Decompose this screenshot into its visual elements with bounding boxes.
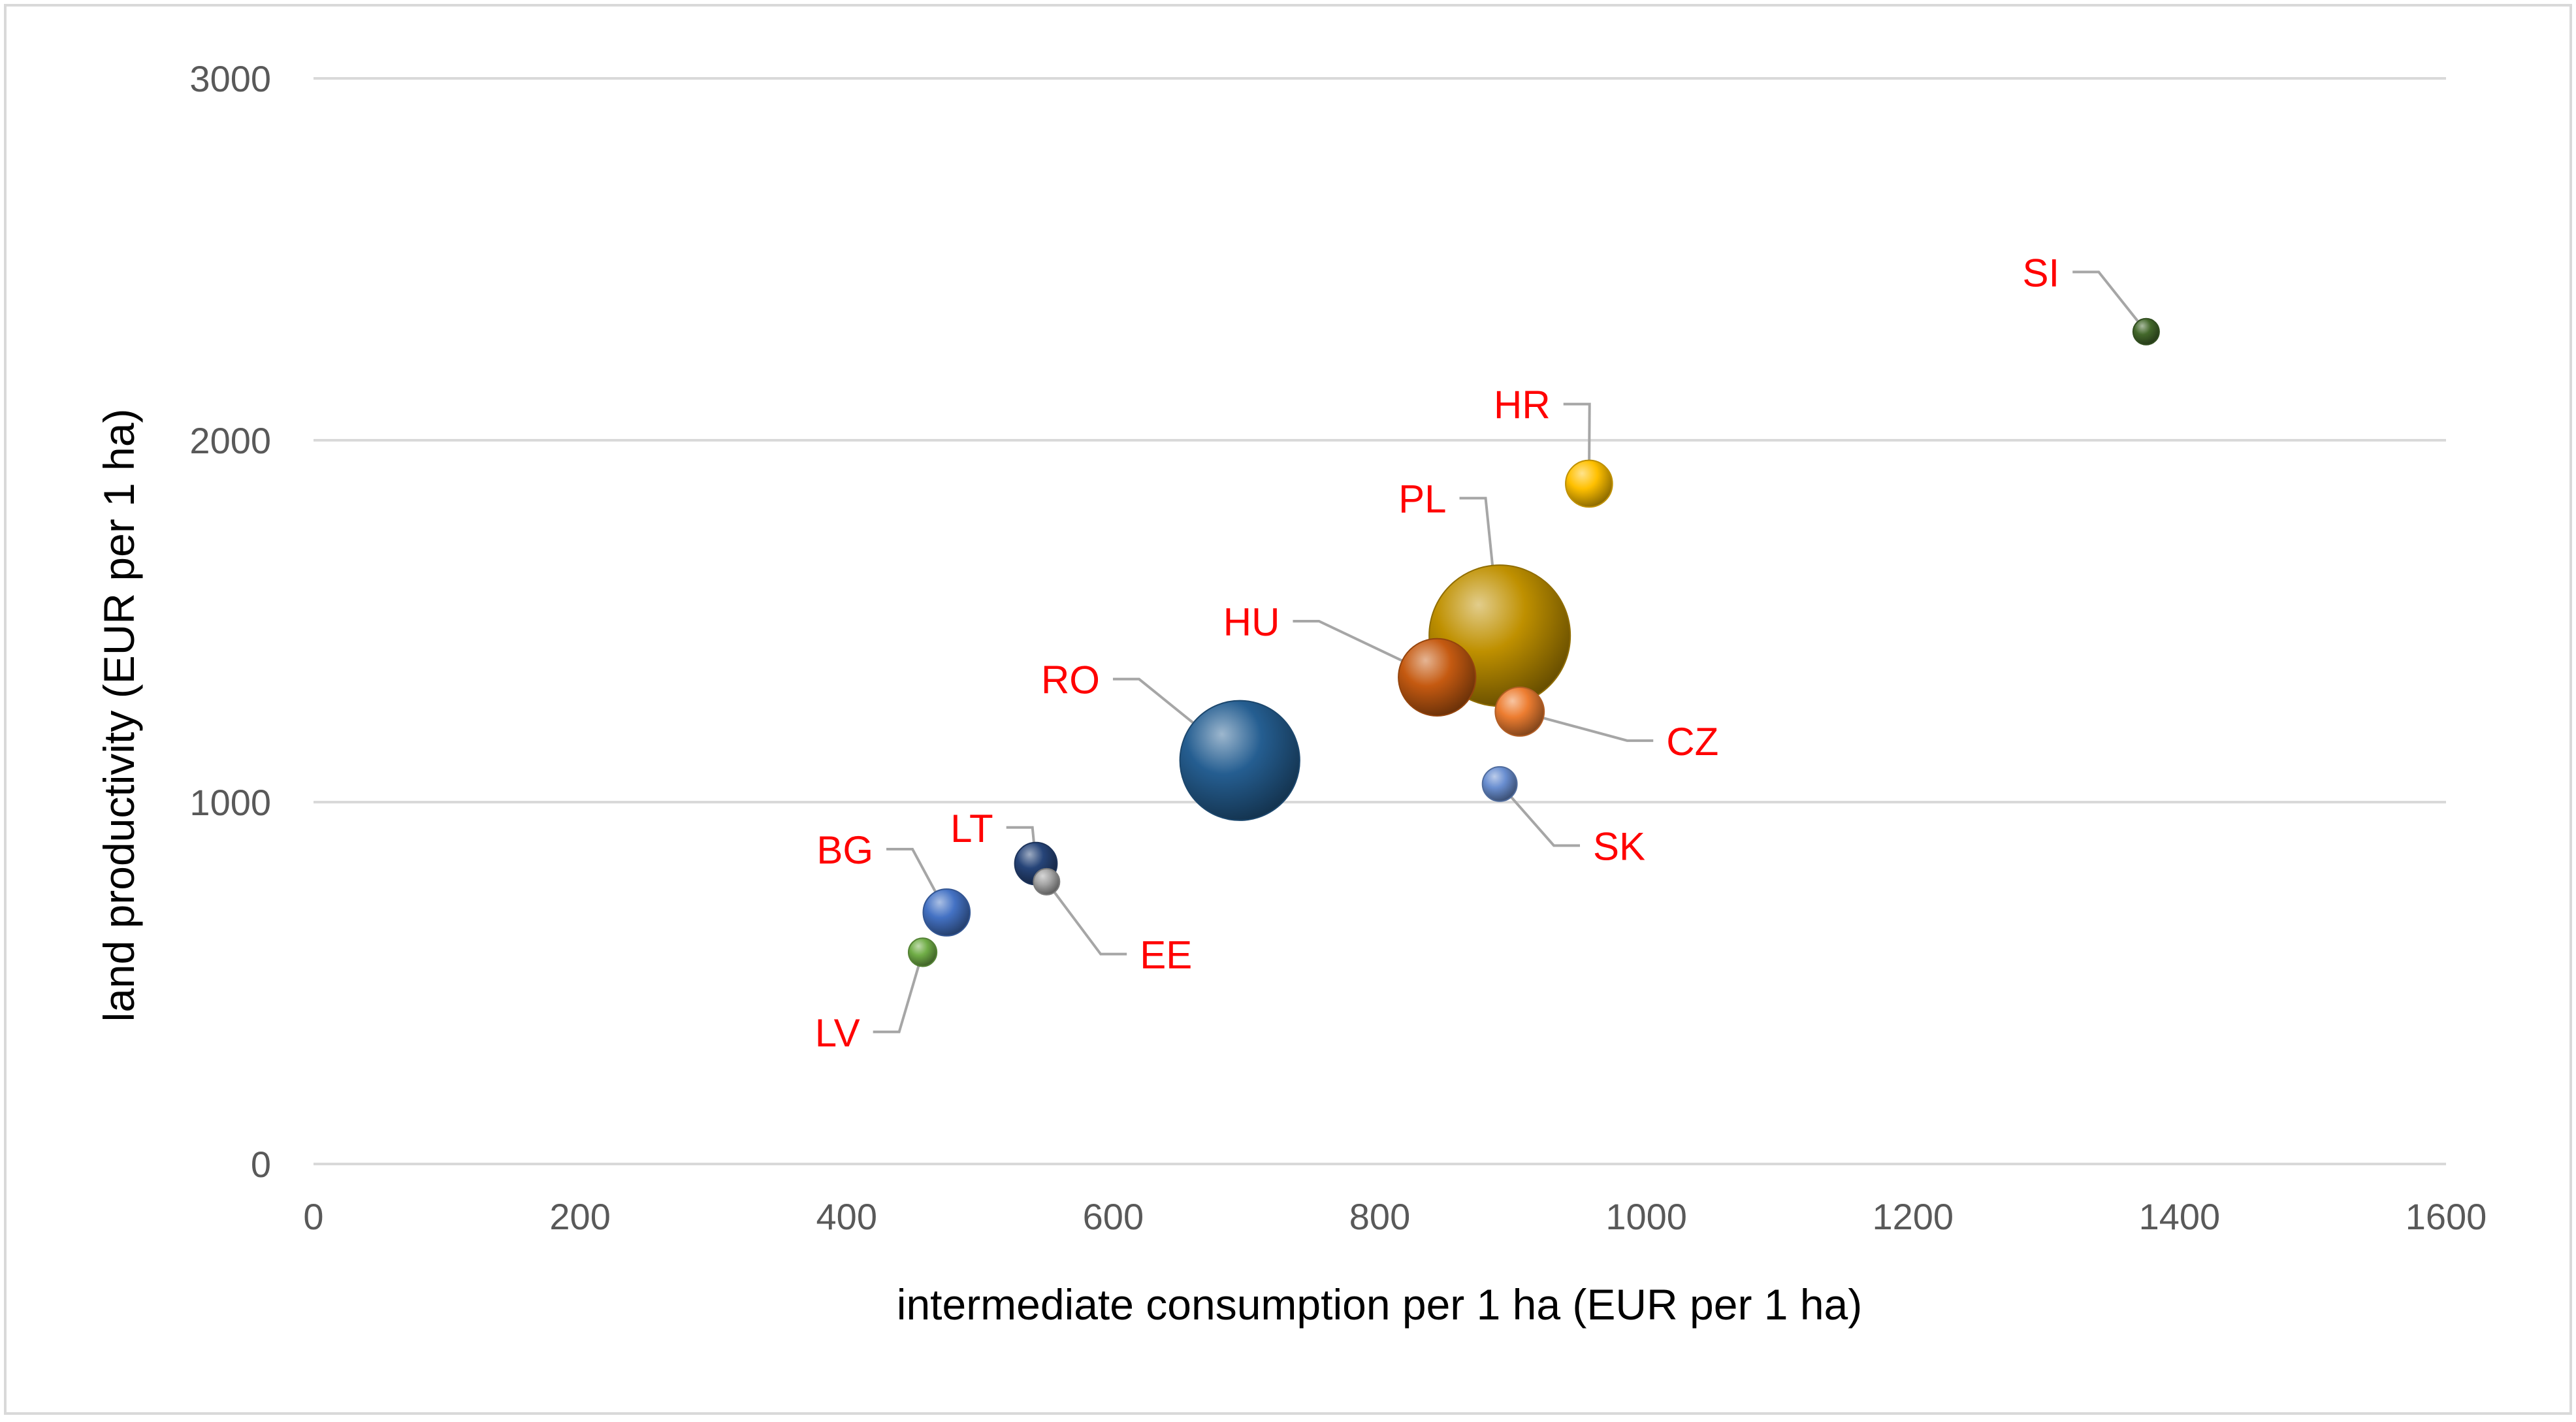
- x-tick-label: 400: [816, 1196, 877, 1237]
- y-tick-label: 2000: [189, 420, 271, 461]
- x-tick-label: 200: [549, 1196, 610, 1237]
- data-label-lv: LV: [815, 1011, 860, 1055]
- data-label-ro: RO: [1041, 658, 1100, 702]
- bubble-hr: [1565, 459, 1613, 508]
- data-label-cz: CZ: [1666, 720, 1718, 764]
- x-tick-label: 1600: [2406, 1196, 2487, 1237]
- bubble-lv: [907, 937, 938, 967]
- data-label-bg: BG: [816, 828, 873, 872]
- bubble-ro: [1179, 700, 1300, 821]
- x-tick-label: 1400: [2139, 1196, 2221, 1237]
- bubbles: [907, 317, 2160, 967]
- leader-line-sk: [1498, 783, 1580, 847]
- y-tick-label: 0: [251, 1144, 271, 1185]
- x-tick-label: 0: [303, 1196, 323, 1237]
- data-label-pl: PL: [1398, 477, 1446, 521]
- data-label-sk: SK: [1593, 824, 1645, 868]
- x-tick-label: 1000: [1605, 1196, 1687, 1237]
- data-label-hr: HR: [1494, 383, 1551, 427]
- leader-line-hu: [1293, 620, 1438, 679]
- data-label-lt: LT: [950, 807, 993, 850]
- y-tick-label: 1000: [189, 782, 271, 823]
- x-tick-label: 1200: [1872, 1196, 1954, 1237]
- bubble-bg: [922, 888, 971, 937]
- bubble-sk: [1481, 766, 1518, 802]
- leader-line-lv: [873, 952, 924, 1033]
- bubble-si: [2132, 317, 2160, 346]
- gridlines: [314, 77, 2446, 1165]
- y-tick-label: 3000: [189, 58, 271, 99]
- leader-line-hr: [1563, 402, 1591, 484]
- leader-line-ee: [1045, 881, 1127, 956]
- chart-border: [4, 4, 2572, 1415]
- bubble-ee: [1033, 867, 1061, 896]
- data-label-hu: HU: [1223, 600, 1280, 644]
- x-tick-label: 800: [1349, 1196, 1410, 1237]
- bubble-cz: [1494, 687, 1545, 737]
- bubble-hu: [1398, 638, 1477, 717]
- axes: 0 1000 2000 3000 0 200 400 600 800 1000 1200 1400 16…: [189, 58, 2487, 1237]
- x-axis-title: intermediate consumption per 1 ha (EUR p…: [897, 1280, 1862, 1329]
- leader-line-cz: [1519, 710, 1654, 742]
- data-label-si: SI: [2023, 251, 2060, 295]
- leader-line-si: [2072, 270, 2148, 333]
- x-tick-label: 600: [1083, 1196, 1144, 1237]
- y-axis-title: land productivity (EUR per 1 ha): [95, 408, 143, 1022]
- data-label-ee: EE: [1140, 933, 1192, 977]
- data-labels: BG CZ EE HR HU LT LV PL RO SI SK: [815, 251, 2060, 1054]
